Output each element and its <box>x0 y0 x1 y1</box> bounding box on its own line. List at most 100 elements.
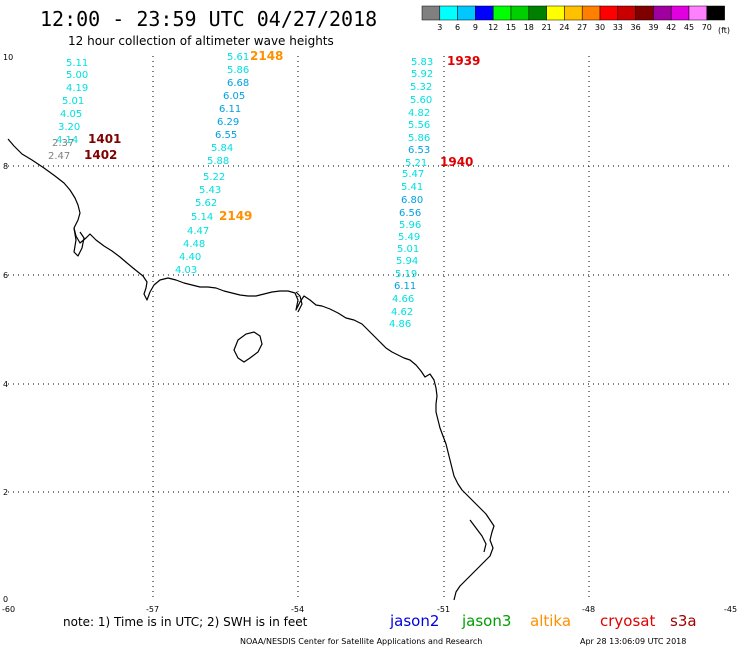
scale-label: 9 <box>473 23 478 32</box>
scale-label: 42 <box>666 23 676 32</box>
wave-height-reading: 6.55 <box>215 130 237 141</box>
wave-height-reading: 5.14 <box>191 212 213 223</box>
scale-label: 70 <box>702 23 712 32</box>
scale-swatch <box>528 5 547 21</box>
scale-label: 39 <box>648 23 658 32</box>
wave-height-reading: 5.21 <box>405 158 427 169</box>
scale-swatch <box>510 5 530 21</box>
map-subtitle: 12 hour collection of altimeter wave hei… <box>68 34 334 48</box>
coastline-main <box>7 138 495 601</box>
wave-height-reading: 2.37 <box>52 138 74 149</box>
legend-entry-jason2: jason2 <box>389 612 439 630</box>
wave-height-reading: 6.29 <box>217 117 239 128</box>
coastline-delta <box>469 519 487 553</box>
scale-swatch <box>439 5 458 21</box>
wave-height-reading: 4.62 <box>391 307 413 318</box>
pass-time-label: 2149 <box>219 209 252 223</box>
footer-note: note: 1) Time is in UTC; 2) SWH is in fe… <box>63 615 308 629</box>
wave-height-reading: 5.86 <box>408 133 430 144</box>
wave-height-reading: 5.62 <box>195 198 217 209</box>
wave-height-reading: 5.56 <box>408 120 430 131</box>
y-tick-label: 6 <box>3 271 8 280</box>
legend-entry-jason3: jason3 <box>461 612 511 630</box>
y-tick-label: 0 <box>3 595 8 604</box>
scale-label: 3 <box>437 23 442 32</box>
x-tick-label: -45 <box>724 605 737 614</box>
altimeter-readings: 5.115.00 4.19 5.01 4.05 3.20 4.142.37 2.47 1401… <box>48 49 480 330</box>
scale-swatch <box>706 5 725 21</box>
scale-swatch <box>635 5 654 21</box>
wave-height-reading: 5.84 <box>211 143 233 154</box>
wave-height-reading: 5.11 <box>66 58 88 69</box>
wave-height-reading: 5.00 <box>66 70 88 81</box>
x-tick-label: -60 <box>2 605 15 614</box>
wave-height-reading: 5.47 <box>402 169 424 180</box>
wave-height-reading: 4.82 <box>408 108 430 119</box>
scale-swatch <box>670 5 690 21</box>
scale-swatch <box>564 5 583 21</box>
wave-height-reading: 4.86 <box>389 319 411 330</box>
wave-height-reading: 4.03 <box>175 265 197 276</box>
wave-height-reading: 2.47 <box>48 151 70 162</box>
legend-entry-s3a: s3a <box>670 612 697 630</box>
wave-height-reading: 6.68 <box>227 78 249 89</box>
wave-height-reading: 5.94 <box>396 256 418 267</box>
wave-height-reading: 5.96 <box>399 220 421 231</box>
scale-label: 36 <box>631 23 641 32</box>
pass-time-label: 1939 <box>447 54 480 68</box>
wave-height-reading: 5.86 <box>227 65 249 76</box>
legend-entry-altika: altika <box>530 612 571 630</box>
y-tick-label: 8 <box>3 162 8 171</box>
scale-swatch <box>475 5 494 21</box>
scale-swatch <box>581 5 601 21</box>
wave-height-reading: 5.83 <box>411 57 433 68</box>
pass-time-label: 1402 <box>84 148 117 162</box>
wave-height-reading: 4.19 <box>66 83 88 94</box>
scale-swatch <box>546 5 565 21</box>
scale-swatch <box>492 5 512 21</box>
scale-label: 12 <box>488 23 498 32</box>
footer-credit: NOAA/NESDIS Center for Satellite Applica… <box>240 637 482 646</box>
y-tick-label: 2 <box>3 488 8 497</box>
coastline <box>7 138 495 601</box>
wave-height-reading: 6.80 <box>401 195 423 206</box>
scale-label: 18 <box>524 23 534 32</box>
scale-label: 6 <box>455 23 460 32</box>
pass-time-label: 2148 <box>250 49 283 63</box>
scale-label: 30 <box>595 23 605 32</box>
lat-lon-gridlines <box>8 56 732 600</box>
wave-height-reading: 5.19 <box>395 269 417 280</box>
wave-height-reading: 6.05 <box>223 91 245 102</box>
wave-height-reading: 6.53 <box>408 145 430 156</box>
coastline-river-east <box>295 291 303 313</box>
wave-height-reading: 5.01 <box>62 96 84 107</box>
scale-label: 15 <box>506 23 516 32</box>
scale-label: 24 <box>559 23 569 32</box>
scale-swatch <box>653 5 672 21</box>
footer-timestamp: Apr 28 13:06:09 UTC 2018 <box>580 637 686 646</box>
wave-height-reading: 5.22 <box>203 172 225 183</box>
wave-height-reading: 4.40 <box>179 252 201 263</box>
scale-label: 33 <box>613 23 623 32</box>
wave-height-reading: 5.88 <box>207 156 229 167</box>
wave-height-reading: 5.01 <box>397 244 419 255</box>
y-tick-label: 10 <box>3 53 13 62</box>
scale-swatch <box>421 5 441 21</box>
scale-unit: (ft) <box>718 26 730 35</box>
scale-label: 45 <box>684 23 694 32</box>
x-tick-label: -48 <box>582 605 595 614</box>
island-outline <box>233 331 263 363</box>
wave-height-reading: 6.11 <box>394 281 416 292</box>
scale-swatch <box>599 5 619 21</box>
wave-height-reading: 5.60 <box>410 95 432 106</box>
x-tick-label: -51 <box>437 605 450 614</box>
x-tick-label: -57 <box>146 605 159 614</box>
scale-swatch <box>617 5 636 21</box>
y-tick-label: 4 <box>3 380 8 389</box>
wave-height-reading: 5.49 <box>398 232 420 243</box>
wave-height-reading: 5.43 <box>199 185 221 196</box>
wave-height-color-scale: 3 6 9 12 15 18 21 24 27 30 33 36 39 42 45 70 <box>421 5 725 32</box>
scale-swatch <box>688 5 708 21</box>
wave-height-reading: 3.20 <box>58 122 80 133</box>
